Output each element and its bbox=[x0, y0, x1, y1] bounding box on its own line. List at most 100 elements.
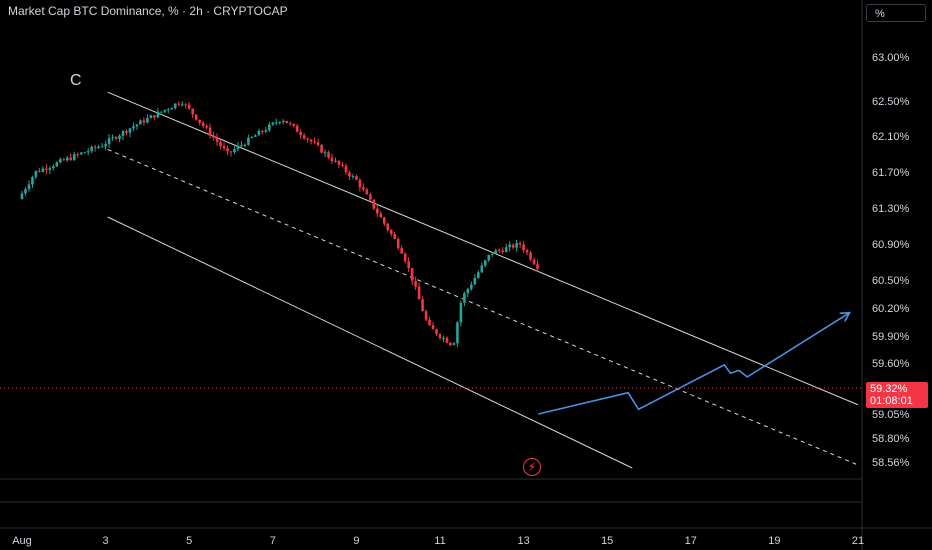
candle-body bbox=[146, 118, 149, 123]
wave-c-label: C bbox=[70, 72, 82, 89]
candle-body bbox=[173, 103, 177, 109]
lightning-icon[interactable]: ⚡ bbox=[523, 458, 541, 476]
candle-body bbox=[111, 137, 114, 139]
candle-body bbox=[24, 189, 27, 194]
time-tick-label: 15 bbox=[601, 535, 613, 547]
price-tick-label: 60.20% bbox=[872, 303, 910, 315]
candle-body bbox=[292, 123, 295, 126]
candle-body bbox=[31, 176, 34, 185]
candle-body bbox=[341, 164, 344, 166]
candle-body bbox=[45, 168, 48, 170]
candle-body bbox=[125, 131, 128, 133]
candle-body bbox=[247, 137, 250, 145]
candle-body bbox=[309, 139, 313, 142]
candle-body bbox=[320, 144, 323, 153]
candle-body bbox=[522, 244, 525, 251]
candle-body bbox=[240, 145, 243, 147]
price-tick-label: 60.90% bbox=[872, 239, 910, 251]
candle-body bbox=[264, 130, 268, 132]
candle-body bbox=[79, 152, 83, 155]
candle-body bbox=[222, 146, 226, 149]
projection-arrowhead bbox=[839, 311, 852, 322]
projection-path bbox=[538, 311, 852, 415]
candle-body bbox=[135, 124, 139, 127]
candle-body bbox=[490, 253, 494, 255]
candle-body bbox=[107, 138, 111, 145]
time-tick-label: 19 bbox=[768, 535, 780, 547]
candle-body bbox=[348, 172, 351, 177]
candle-body bbox=[170, 108, 174, 110]
candle-body bbox=[48, 168, 52, 170]
candle-body bbox=[76, 154, 80, 156]
channel-lower-line bbox=[107, 216, 633, 469]
candle-body bbox=[261, 130, 264, 132]
candle-body bbox=[215, 137, 219, 142]
candle-body bbox=[219, 141, 222, 147]
candle-body bbox=[511, 244, 515, 248]
unit-button[interactable]: % bbox=[866, 4, 926, 22]
candle-body bbox=[417, 286, 421, 300]
candle-body bbox=[191, 108, 194, 115]
candle-body bbox=[93, 146, 97, 148]
candle-body bbox=[149, 115, 153, 119]
candle-body bbox=[62, 159, 66, 161]
candle-body bbox=[52, 166, 55, 169]
price-tick-label: 61.70% bbox=[872, 167, 910, 179]
price-tick-label: 59.05% bbox=[872, 409, 910, 421]
candle-body bbox=[194, 114, 198, 120]
candle-body bbox=[41, 168, 45, 172]
candle-body bbox=[254, 135, 257, 137]
candle-body bbox=[187, 104, 191, 109]
candles bbox=[20, 101, 539, 348]
candle-body bbox=[358, 179, 362, 188]
candle-body bbox=[55, 162, 59, 167]
candle-body bbox=[477, 272, 480, 278]
candle-body bbox=[452, 343, 456, 345]
candle-body bbox=[483, 260, 487, 266]
candle-body bbox=[480, 265, 484, 273]
time-tick-label: 3 bbox=[103, 535, 109, 547]
candle-body bbox=[438, 334, 442, 338]
price-tick-label: 58.80% bbox=[872, 433, 910, 445]
channel-middle-line bbox=[107, 149, 859, 466]
candle-body bbox=[180, 104, 184, 106]
candle-body bbox=[20, 193, 24, 199]
candle-body bbox=[344, 165, 348, 173]
candle-body bbox=[463, 293, 466, 303]
price-axis[interactable]: 63.00% 62.50% 62.10% 61.70% 61.30% 60.90% 60.5… bbox=[872, 52, 910, 469]
candle-body bbox=[72, 154, 76, 160]
candle-body bbox=[470, 284, 473, 289]
candle-body bbox=[525, 250, 529, 253]
candle-body bbox=[494, 250, 498, 254]
candle-body bbox=[128, 128, 132, 133]
price-tick-label: 62.10% bbox=[872, 131, 910, 143]
time-tick-label: 11 bbox=[434, 535, 445, 547]
candle-body bbox=[515, 242, 518, 248]
candle-body bbox=[316, 142, 320, 145]
candle-body bbox=[365, 189, 369, 195]
price-tick-label: 61.30% bbox=[872, 203, 910, 215]
candle-body bbox=[302, 135, 306, 139]
candle-body bbox=[201, 122, 205, 126]
candle-body bbox=[372, 199, 376, 209]
candle-body bbox=[473, 277, 477, 285]
candle-body bbox=[59, 159, 62, 163]
candle-body bbox=[243, 144, 247, 146]
current-price-tag: 59.32% 01:08:01 bbox=[866, 382, 928, 408]
candle-body bbox=[295, 125, 299, 132]
candle-body bbox=[306, 138, 309, 140]
candle-body bbox=[400, 248, 403, 254]
candle-body bbox=[449, 342, 452, 345]
time-tick-label: 5 bbox=[186, 535, 192, 547]
candle-body bbox=[160, 111, 163, 113]
candle-body bbox=[288, 123, 292, 125]
symbol-title[interactable]: Market Cap BTC Dominance, % · 2h · CRYPT… bbox=[8, 4, 288, 18]
time-tick-label: 9 bbox=[353, 535, 359, 547]
candle-body bbox=[156, 111, 160, 118]
candle-body bbox=[428, 319, 431, 326]
time-tick-label: 21 bbox=[852, 535, 864, 547]
price-tick-label: 62.50% bbox=[872, 96, 910, 108]
time-axis[interactable]: Aug 3 5 7 9 11 13 15 17 19 21 bbox=[12, 535, 864, 547]
candle-body bbox=[351, 176, 355, 178]
